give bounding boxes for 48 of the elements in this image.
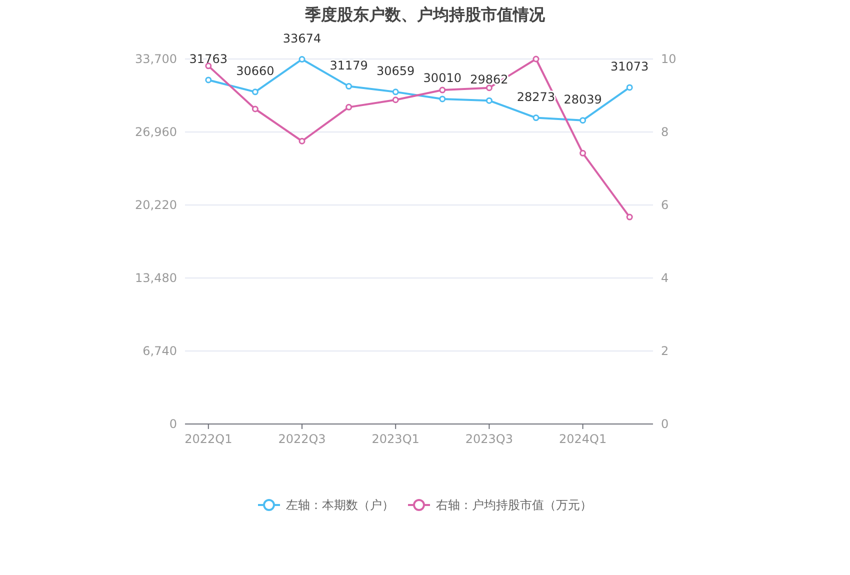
y-tick-label: 26,960: [135, 125, 177, 140]
data-label: 30660: [236, 64, 274, 78]
point: [486, 97, 492, 104]
point: [486, 84, 492, 92]
x-tick-label: 2022Q1: [184, 432, 232, 446]
y-tick-label: 33,700: [135, 52, 177, 66]
y-tick-label: 6,740: [142, 344, 177, 358]
y2-tick-label: 0: [661, 417, 669, 432]
data-label: 30010: [423, 70, 462, 85]
y-tick-label: 20,220: [135, 198, 177, 212]
point: [392, 96, 399, 104]
data-label: 31179: [330, 58, 368, 72]
point: [580, 150, 586, 156]
point: [392, 88, 399, 96]
x-tick-label: 2022Q3: [278, 432, 326, 446]
x-tick-label: 2023Q1: [372, 432, 420, 446]
y2-tick-label: 6: [661, 198, 669, 212]
y-tick-label: 13,480: [135, 271, 177, 286]
data-label: 31763: [189, 52, 228, 66]
point: [346, 83, 352, 90]
y2-tick-label: 4: [661, 271, 669, 286]
point: [346, 104, 352, 110]
y2-tick-label: 10: [661, 52, 676, 66]
point: [298, 138, 306, 144]
y-tick-label: 0: [169, 417, 177, 432]
data-label: 28273: [516, 90, 556, 104]
data-label: 30659: [376, 64, 415, 78]
legend-label: 右轴：户均持股市值（万元）: [436, 498, 592, 512]
point: [532, 114, 540, 122]
point: [580, 117, 586, 124]
point: [626, 214, 633, 220]
y2-tick-label: 8: [661, 125, 669, 140]
point: [439, 96, 446, 102]
data-label: 31073: [610, 59, 649, 74]
point: [532, 56, 540, 62]
legend-label: 左轴：本期数（户）: [286, 498, 394, 512]
point: [252, 88, 258, 96]
data-label: 33674: [282, 31, 322, 46]
point: [439, 86, 446, 94]
point: [252, 106, 258, 112]
x-tick-label: 2023Q3: [465, 432, 514, 446]
point: [626, 84, 633, 91]
point: [205, 76, 212, 84]
data-label: 28039: [564, 92, 602, 106]
chart-title: 季度股东户数、户均持股市值情况: [304, 5, 546, 24]
point: [298, 56, 306, 63]
y2-tick-label: 2: [661, 344, 669, 358]
x-tick-label: 2024Q1: [558, 432, 607, 446]
